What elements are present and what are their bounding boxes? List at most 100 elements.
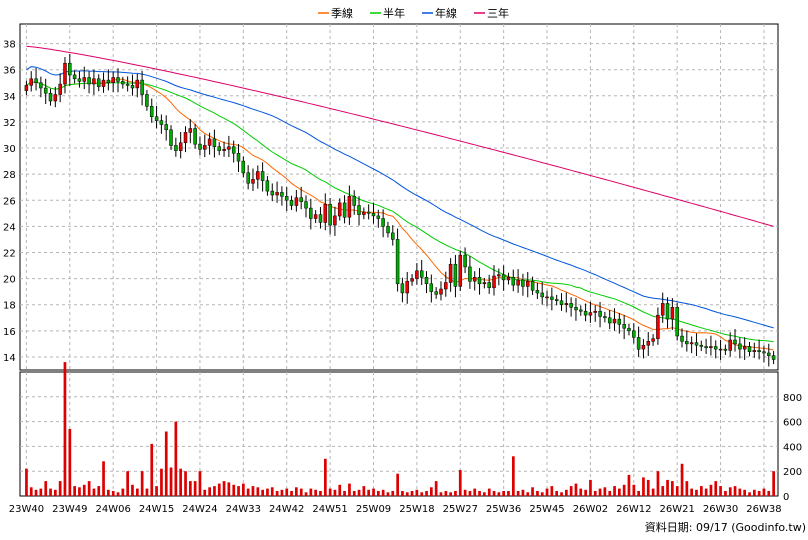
candle-body: [299, 197, 303, 202]
candle-body: [458, 254, 463, 287]
volume-bar: [78, 487, 81, 496]
volume-bar: [126, 471, 129, 496]
volume-bar: [772, 471, 775, 496]
candle-body: [559, 300, 564, 305]
candle-body: [472, 277, 477, 282]
volume-bar: [256, 487, 260, 496]
candle-body: [313, 214, 318, 219]
volume-bar: [487, 488, 491, 496]
x-tick-label: 25W09: [356, 504, 391, 515]
volume-bar: [738, 488, 742, 496]
volume-bar: [87, 481, 91, 496]
volume-bar: [512, 456, 515, 496]
volume-bar: [184, 471, 187, 496]
candle-body: [757, 350, 761, 352]
volume-bar: [685, 481, 689, 496]
volume-bar: [121, 488, 125, 496]
candle-body: [24, 85, 29, 91]
candle-body: [709, 346, 713, 349]
volume-bar: [285, 488, 289, 496]
volume-bar: [82, 484, 86, 496]
candle-body: [579, 309, 583, 312]
candle-body: [607, 317, 612, 324]
candle-body: [632, 330, 636, 338]
volume-bar: [762, 488, 766, 496]
candle-body: [487, 282, 491, 288]
x-tick-label: 24W24: [182, 504, 217, 515]
volume-bar: [213, 486, 216, 496]
volume-bar: [242, 483, 245, 496]
price-tick-label: 34: [3, 92, 16, 103]
volume-tick-label: 200: [783, 467, 802, 478]
x-tick-label: 23W40: [9, 504, 44, 515]
volume-bar: [767, 491, 771, 496]
volume-bar: [324, 458, 327, 496]
ma-year-line: [26, 66, 774, 329]
candle-body: [767, 352, 771, 356]
candle-body: [521, 279, 525, 287]
volume-bar: [116, 492, 120, 496]
volume-bar: [34, 489, 38, 496]
volume-bar: [155, 486, 158, 496]
candle-body: [646, 341, 651, 346]
volume-tick-label: 0: [783, 492, 789, 503]
volume-bar: [743, 489, 746, 496]
candle-body: [270, 190, 275, 196]
volume-bar: [555, 491, 558, 496]
x-tick-label: 24W51: [312, 504, 347, 515]
volume-bar: [680, 463, 684, 496]
candle-body: [564, 303, 569, 305]
volume-bar: [449, 492, 452, 496]
volume-bar: [415, 489, 419, 496]
volume-bar: [309, 488, 313, 496]
candle-body: [718, 348, 723, 351]
volume-bar: [299, 488, 303, 496]
candle-body: [656, 314, 660, 339]
candle-body: [463, 254, 467, 268]
volume-bar: [420, 492, 424, 496]
candle-body: [728, 339, 732, 351]
candle-body: [569, 303, 573, 308]
volume-bar: [589, 479, 592, 496]
candles: [24, 53, 776, 367]
candle-body: [29, 78, 33, 86]
x-tick-label: 24W42: [269, 504, 304, 515]
candle-body: [617, 318, 622, 325]
volume-bar: [39, 488, 43, 496]
volume-bar: [401, 491, 404, 496]
legend-label: 半年: [383, 6, 405, 20]
candle-body: [429, 283, 434, 292]
volume-bar: [198, 471, 202, 496]
candle-body: [410, 278, 414, 282]
volume-bar: [492, 491, 496, 496]
volume-bar: [425, 491, 428, 496]
volume-tick-label: 800: [783, 393, 802, 404]
volume-bar: [574, 483, 578, 496]
candle-body: [304, 201, 308, 209]
volume-bar: [54, 489, 57, 496]
candle-body: [212, 138, 217, 147]
candle-body: [434, 291, 438, 295]
candle-body: [689, 342, 694, 345]
volume-bar: [102, 461, 105, 496]
volume-bar: [709, 484, 713, 496]
volume-bar: [540, 492, 544, 496]
candle-body: [159, 120, 164, 125]
candle-body: [149, 106, 154, 117]
candle-body: [96, 78, 101, 87]
volume-bar: [145, 488, 149, 496]
candle-body: [612, 318, 617, 324]
price-tick-label: 14: [3, 353, 16, 364]
candle-body: [284, 196, 289, 201]
candle-body: [275, 192, 279, 196]
candle-body: [453, 263, 458, 287]
candle-body: [87, 77, 91, 85]
volume-bar: [150, 443, 154, 496]
candle-body: [395, 239, 400, 285]
volume-bar: [593, 491, 597, 496]
candle-body: [130, 85, 135, 89]
volume-bar: [550, 486, 554, 496]
x-tick-label: 25W27: [443, 504, 478, 515]
volume-bar: [107, 489, 110, 496]
